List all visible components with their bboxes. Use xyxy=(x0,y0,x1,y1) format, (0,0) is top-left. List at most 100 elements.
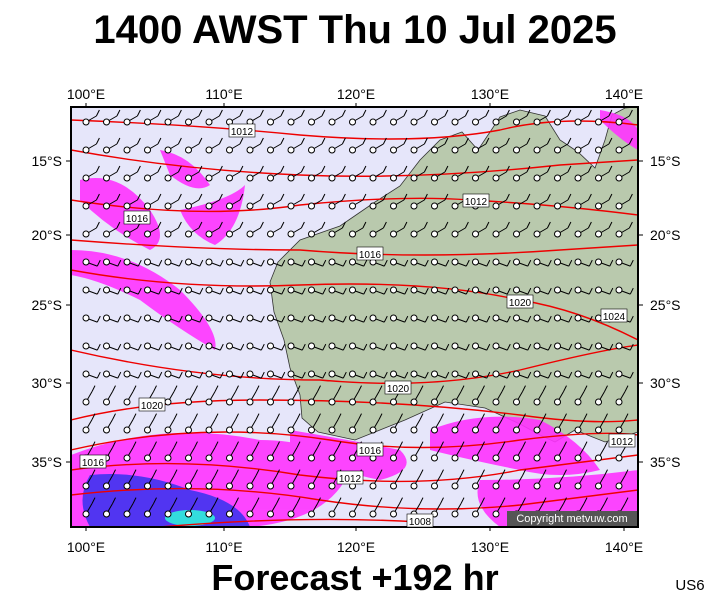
barb-station xyxy=(164,286,172,294)
barb-station xyxy=(595,146,602,154)
barb-station xyxy=(267,146,274,154)
barb-flag xyxy=(153,497,157,504)
isobar-label-box xyxy=(406,513,434,528)
barb-station xyxy=(328,230,336,238)
barb-station xyxy=(431,314,438,322)
barb-station xyxy=(410,454,418,462)
barb-flag xyxy=(403,109,408,117)
barb-flag xyxy=(255,497,260,504)
barb-station xyxy=(472,146,479,154)
lon-label: 130°E xyxy=(471,86,509,102)
barb-station xyxy=(308,370,315,378)
barb-flag xyxy=(276,497,280,504)
barb-flag xyxy=(608,165,613,173)
barb-flag xyxy=(198,109,203,117)
barb-flag xyxy=(363,259,368,267)
barb-flag xyxy=(567,137,572,145)
barb-flag xyxy=(342,371,347,379)
barb-station xyxy=(390,426,397,434)
barb-station xyxy=(123,342,131,350)
barb-station xyxy=(513,230,520,238)
barb-station xyxy=(205,146,213,154)
barb-station xyxy=(533,426,541,434)
barb-flag xyxy=(460,497,465,504)
barb-flag xyxy=(96,315,101,323)
barb-flag xyxy=(445,259,450,267)
barb-station xyxy=(554,118,561,126)
barb-flag xyxy=(177,193,182,201)
barb-flag xyxy=(240,371,245,379)
barb-station xyxy=(574,258,582,266)
barb-station xyxy=(451,454,459,462)
barb-station xyxy=(492,510,500,518)
barb-station xyxy=(267,118,274,126)
barb-station xyxy=(369,370,377,378)
barb-station xyxy=(164,510,172,518)
barb-flag xyxy=(280,193,285,201)
lon-label: 120°E xyxy=(337,539,375,555)
barb-station xyxy=(164,370,172,378)
barb-station xyxy=(451,482,459,490)
barb-station xyxy=(574,370,582,378)
barb-flag xyxy=(194,385,198,392)
barb-station xyxy=(164,314,172,322)
barb-flag xyxy=(609,371,614,379)
barb-flag xyxy=(485,109,490,117)
barb-station xyxy=(308,258,315,266)
barb-flag xyxy=(300,221,305,229)
barb-flag xyxy=(239,221,244,229)
barb-flag xyxy=(608,221,613,229)
isobar-label-box xyxy=(123,210,151,225)
barb-flag xyxy=(604,441,608,448)
barb-flag xyxy=(255,441,260,448)
barb-station xyxy=(246,146,254,154)
isobar-label: 1012 xyxy=(465,197,488,208)
barb-station xyxy=(287,174,295,182)
barb-station xyxy=(513,454,520,462)
barb-flag xyxy=(378,497,383,504)
barb-station xyxy=(574,398,582,406)
barb-station xyxy=(287,314,295,322)
barb-flag xyxy=(440,385,444,392)
barb-flag xyxy=(358,385,362,392)
barb-station xyxy=(308,202,315,210)
barb-station xyxy=(267,454,274,462)
barb-station xyxy=(349,370,356,378)
barb-flag xyxy=(218,221,223,229)
barb-station xyxy=(123,286,131,294)
barb-station xyxy=(533,202,541,210)
barb-station xyxy=(246,370,254,378)
barb-station xyxy=(185,286,192,294)
barb-flag xyxy=(542,497,547,504)
barb-flag xyxy=(587,221,592,229)
barb-flag xyxy=(280,109,285,117)
barb-flag xyxy=(444,109,449,117)
barb-station xyxy=(82,118,90,126)
barb-flag xyxy=(440,497,444,504)
map-frame xyxy=(70,106,639,528)
barb-flag xyxy=(342,315,347,323)
barb-flag xyxy=(547,371,552,379)
barb-station xyxy=(226,146,233,154)
lat-label: 25°S xyxy=(650,297,681,313)
barb-flag xyxy=(153,441,157,448)
barb-flag xyxy=(440,441,444,448)
barb-station xyxy=(82,370,90,378)
barb-flag xyxy=(399,497,403,504)
barb-station xyxy=(267,398,274,406)
barb-station xyxy=(390,118,397,126)
barb-station xyxy=(185,510,192,518)
barb-flag xyxy=(95,137,100,145)
barb-flag xyxy=(300,193,305,201)
barb-station xyxy=(144,118,151,126)
barb-station xyxy=(369,314,377,322)
barb-station xyxy=(287,286,295,294)
barb-station xyxy=(451,146,459,154)
barb-flag xyxy=(173,441,178,448)
barb-station xyxy=(287,426,295,434)
barb-station xyxy=(308,146,315,154)
barb-station xyxy=(390,174,397,182)
barb-flag xyxy=(235,469,239,476)
isobar-label-box xyxy=(336,470,364,485)
